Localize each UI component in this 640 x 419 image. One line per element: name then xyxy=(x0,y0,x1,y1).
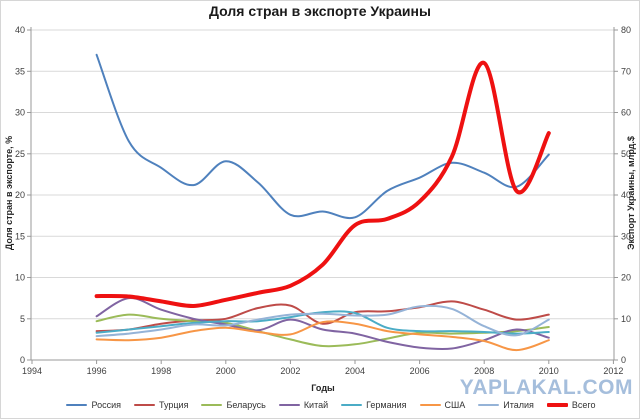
legend-label: Германия xyxy=(366,400,407,410)
y-axis-right-tick-label: 10 xyxy=(621,314,631,324)
legend-label: Италия xyxy=(503,400,534,410)
series-line-Турция xyxy=(95,300,550,333)
legend-item-Китай: Китай xyxy=(278,400,329,410)
legend-item-США: США xyxy=(419,400,466,410)
legend-line-sample xyxy=(201,404,223,406)
y-axis-left-tick-label: 5 xyxy=(20,314,25,324)
y-axis-left-tick-label: 30 xyxy=(15,108,25,118)
y-axis-right-tick-label: 50 xyxy=(621,149,631,159)
chart-title: Доля стран в экспорте Украины xyxy=(209,3,431,19)
y-axis-left-tick-label: 40 xyxy=(15,25,25,35)
legend-item-Россия: Россия xyxy=(66,400,121,410)
legend-line-sample xyxy=(419,404,441,406)
axis-labels: 0 5 10 15 20 25 30 35 40 0 10 20 30 40 50 60 70 80 1994 199… xyxy=(15,25,631,376)
legend-label: Всего xyxy=(571,400,596,410)
chart-legend: Россия Турция Беларусь Китай Германия США Итал… xyxy=(31,400,631,410)
y-axis-right-tick-label: 80 xyxy=(621,25,631,35)
watermark: YAPLAKAL.COM xyxy=(459,376,633,399)
legend-label: США xyxy=(444,400,466,410)
x-axis-tick-label: 1998 xyxy=(151,366,171,376)
legend-line-sample xyxy=(66,404,88,406)
legend-label: Турция xyxy=(158,400,189,410)
legend-line-sample xyxy=(278,404,300,406)
y-axis-left-title: Доля стран в экспорте, % xyxy=(4,136,14,250)
x-axis-tick-label: 2000 xyxy=(216,366,236,376)
y-axis-left-tick-label: 0 xyxy=(20,355,25,365)
legend-line-sample xyxy=(478,404,500,406)
gridlines xyxy=(27,27,618,364)
y-axis-left-tick-label: 35 xyxy=(15,66,25,76)
legend-label: Китай xyxy=(303,400,329,410)
legend-line-sample xyxy=(341,404,363,406)
legend-item-Италия: Италия xyxy=(478,400,534,410)
x-axis-tick-label: 2006 xyxy=(410,366,430,376)
x-axis-tick-label: 2004 xyxy=(345,366,365,376)
y-axis-right-tick-label: 20 xyxy=(621,273,631,283)
y-axis-left-tick-label: 20 xyxy=(15,190,25,200)
legend-item-Беларусь: Беларусь xyxy=(201,400,266,410)
legend-line-sample xyxy=(133,404,155,406)
series-line-Китай xyxy=(95,297,550,351)
y-axis-right-title: Экспорт Украины, млрд.$ xyxy=(626,136,636,250)
series-line-Беларусь xyxy=(95,313,550,348)
series-lines xyxy=(94,53,551,352)
x-axis-tick-label: 2008 xyxy=(474,366,494,376)
y-axis-left-tick-label: 10 xyxy=(15,273,25,283)
y-axis-left-tick-label: 15 xyxy=(15,231,25,241)
legend-line-sample xyxy=(546,403,568,407)
series-line-Россия xyxy=(95,53,550,220)
legend-item-Германия: Германия xyxy=(341,400,407,410)
legend-label: Россия xyxy=(91,400,121,410)
series-line-Всего xyxy=(94,61,551,309)
legend-label: Беларусь xyxy=(226,400,266,410)
x-axis-tick-label: 2010 xyxy=(539,366,559,376)
legend-item-Всего: Всего xyxy=(546,400,596,410)
y-axis-right-tick-label: 0 xyxy=(621,355,626,365)
x-axis-tick-label: 1996 xyxy=(87,366,107,376)
y-axis-left-tick-label: 25 xyxy=(15,149,25,159)
series-line-Германия xyxy=(95,310,550,335)
legend-item-Турция: Турция xyxy=(133,400,189,410)
x-axis-tick-label: 1994 xyxy=(22,366,42,376)
y-axis-right-tick-label: 60 xyxy=(621,108,631,118)
x-axis-tick-label: 2012 xyxy=(603,366,623,376)
x-axis-title: Годы xyxy=(311,383,335,393)
x-axis-tick-label: 2002 xyxy=(280,366,300,376)
y-axis-right-tick-label: 70 xyxy=(621,66,631,76)
series-line-США xyxy=(95,320,550,352)
y-axis-right-tick-label: 30 xyxy=(621,231,631,241)
y-axis-right-tick-label: 40 xyxy=(621,190,631,200)
series-line-Италия xyxy=(95,304,550,338)
